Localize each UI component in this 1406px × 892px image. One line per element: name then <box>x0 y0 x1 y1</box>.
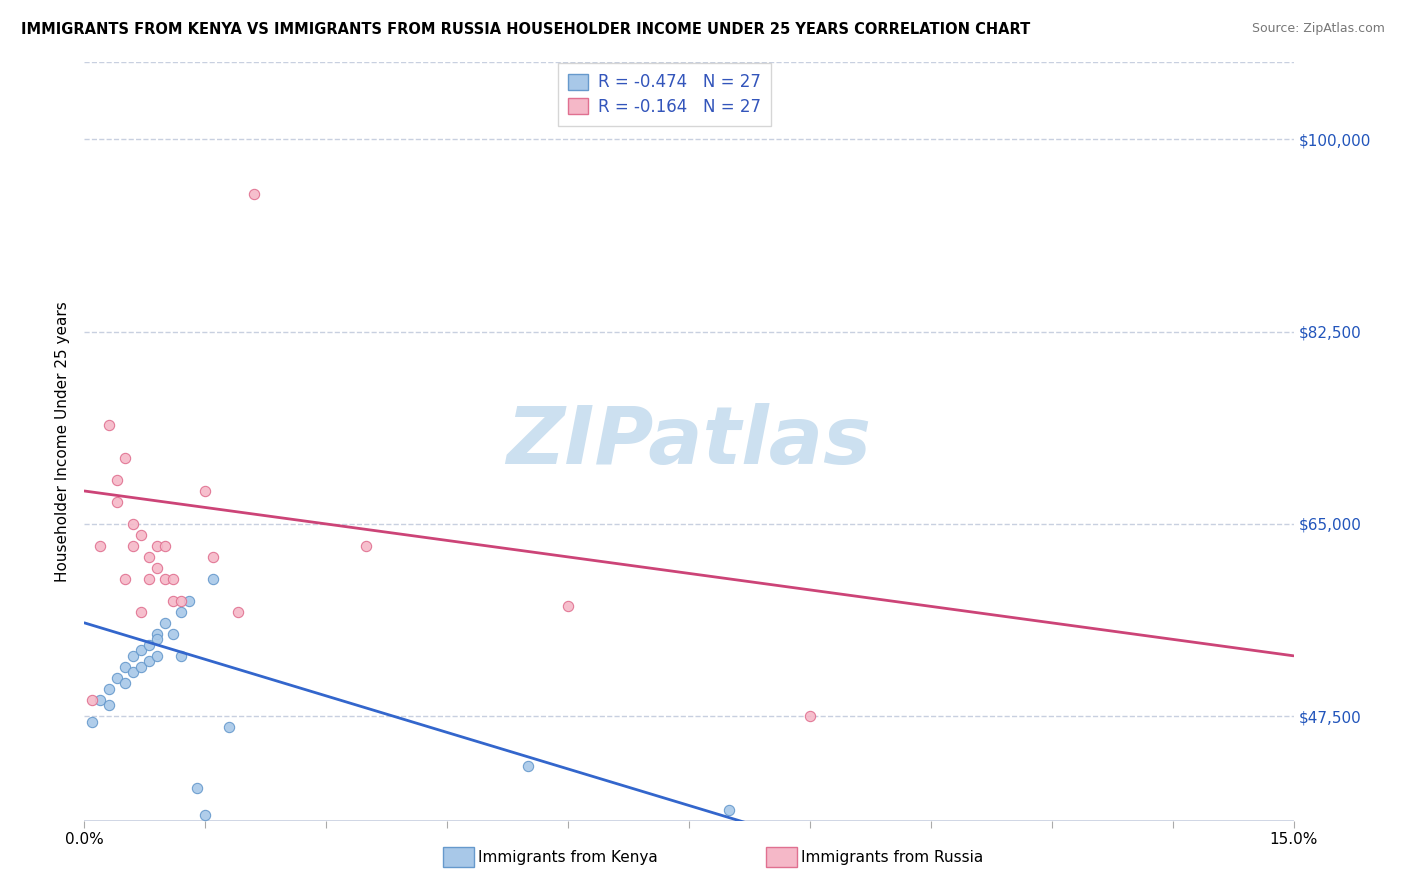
Point <box>82 714 104 729</box>
Point <box>129 605 152 619</box>
Point <box>121 648 143 663</box>
Point <box>146 632 169 647</box>
Text: Source: ZipAtlas.com: Source: ZipAtlas.com <box>1251 22 1385 36</box>
Point <box>218 720 240 734</box>
Text: Immigrants from Russia: Immigrants from Russia <box>801 850 984 864</box>
Point <box>202 549 225 564</box>
FancyBboxPatch shape <box>766 847 797 867</box>
Point <box>146 561 169 575</box>
Point <box>138 654 160 668</box>
Point <box>153 572 176 586</box>
Point <box>105 495 128 509</box>
Point <box>114 450 136 465</box>
Point <box>89 539 111 553</box>
Point <box>153 539 176 553</box>
Point <box>194 808 217 822</box>
Point <box>129 643 152 657</box>
Point <box>186 780 208 795</box>
Point <box>162 594 184 608</box>
Point <box>105 473 128 487</box>
Point <box>138 572 160 586</box>
Point <box>153 615 176 630</box>
Point <box>718 803 741 817</box>
Point <box>170 605 193 619</box>
Point <box>146 648 169 663</box>
Point <box>82 692 104 706</box>
Point <box>179 594 201 608</box>
Point <box>557 599 579 614</box>
Point <box>146 539 169 553</box>
Point <box>146 627 169 641</box>
FancyBboxPatch shape <box>443 847 474 867</box>
Point <box>799 709 821 723</box>
Point <box>97 681 120 696</box>
Point <box>114 572 136 586</box>
Point <box>242 187 264 202</box>
Point <box>170 648 193 663</box>
Y-axis label: Householder Income Under 25 years: Householder Income Under 25 years <box>55 301 70 582</box>
Text: IMMIGRANTS FROM KENYA VS IMMIGRANTS FROM RUSSIA HOUSEHOLDER INCOME UNDER 25 YEAR: IMMIGRANTS FROM KENYA VS IMMIGRANTS FROM… <box>21 22 1031 37</box>
Point <box>162 627 184 641</box>
Point <box>97 418 120 433</box>
Legend: R = -0.474   N = 27, R = -0.164   N = 27: R = -0.474 N = 27, R = -0.164 N = 27 <box>558 63 772 126</box>
Point <box>138 638 160 652</box>
Point <box>89 692 111 706</box>
Point <box>105 671 128 685</box>
Point <box>121 665 143 680</box>
Point <box>194 483 217 498</box>
Point <box>129 528 152 542</box>
Point <box>138 549 160 564</box>
Point <box>356 539 378 553</box>
Point <box>226 605 249 619</box>
Point <box>170 594 193 608</box>
Point <box>114 676 136 690</box>
Point <box>121 516 143 531</box>
Point <box>162 572 184 586</box>
Point <box>516 758 538 772</box>
Point <box>121 539 143 553</box>
Text: ZIPatlas: ZIPatlas <box>506 402 872 481</box>
Point <box>114 660 136 674</box>
Point <box>202 572 225 586</box>
Text: Immigrants from Kenya: Immigrants from Kenya <box>478 850 658 864</box>
Point <box>129 660 152 674</box>
Point <box>97 698 120 713</box>
